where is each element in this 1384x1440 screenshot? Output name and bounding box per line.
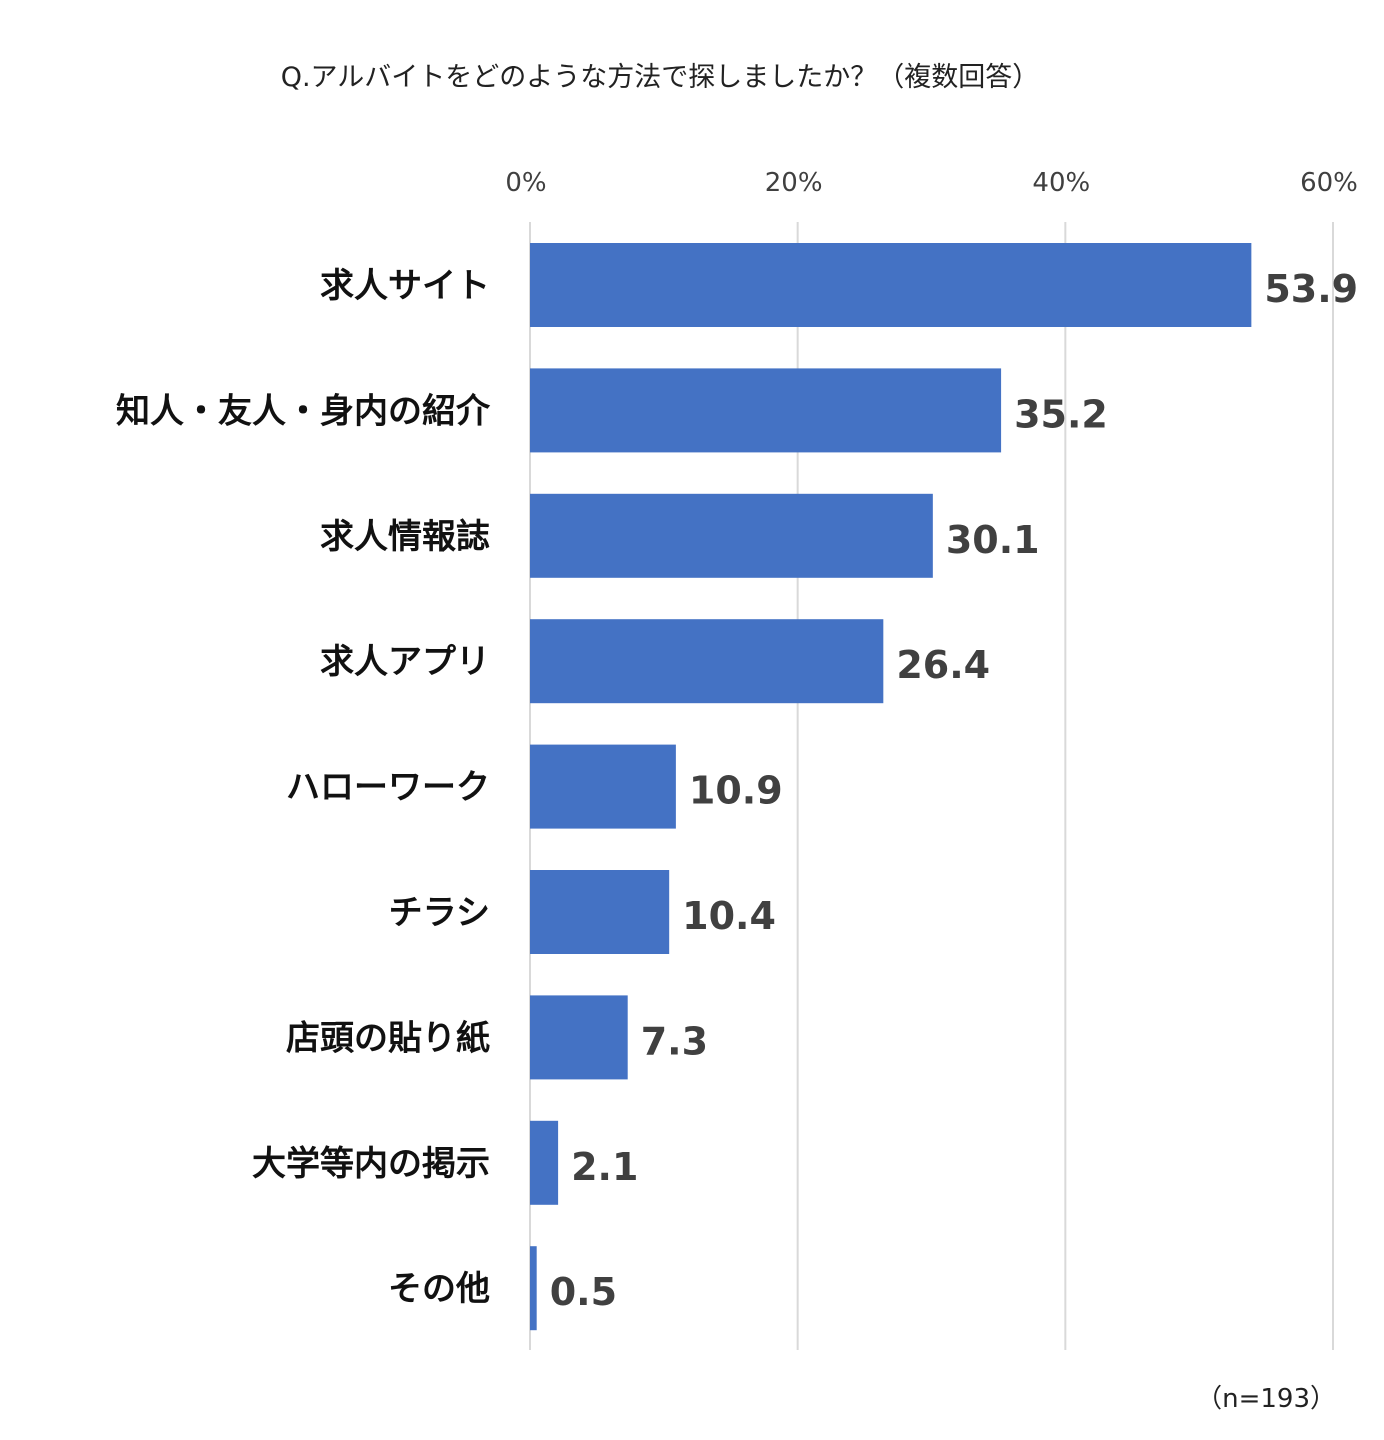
data-label: 10.4 (682, 894, 776, 938)
category-label: 大学等内の掲示 (252, 1144, 490, 1184)
bar (530, 493, 933, 578)
bar (530, 744, 676, 829)
category-label: 求人アプリ (320, 642, 490, 682)
category-label: 知人・友人・身内の紹介 (116, 391, 491, 431)
category-label: ハローワーク (286, 768, 490, 808)
bar (530, 243, 1252, 327)
data-label: 7.3 (641, 1019, 708, 1063)
x-tick-label: 0% (505, 168, 546, 198)
data-label: 0.5 (550, 1270, 617, 1314)
sample-size-note: （n=193） (1196, 1384, 1336, 1414)
data-label: 53.9 (1264, 267, 1358, 311)
category-label: その他 (388, 1269, 490, 1309)
bar (530, 870, 670, 954)
data-label: 26.4 (896, 643, 990, 687)
data-label: 10.9 (689, 769, 783, 813)
category-label: 求人情報誌 (320, 517, 490, 557)
category-labels: 求人サイト知人・友人・身内の紹介求人情報誌求人アプリハローワークチラシ店頭の貼り… (116, 266, 491, 1309)
bar (530, 1120, 559, 1205)
data-label: 2.1 (571, 1145, 638, 1189)
chart-title: Q.アルバイトをどのような方法で探しましたか？（複数回答） (281, 62, 1040, 93)
x-axis-tick-labels: 0% 20% 40% 60% (505, 168, 1358, 198)
data-label: 35.2 (1014, 392, 1108, 436)
bars (530, 243, 1252, 1331)
category-label: チラシ (389, 893, 490, 933)
bar (530, 368, 1002, 453)
bar (530, 995, 628, 1080)
x-tick-label: 60% (1300, 168, 1358, 198)
category-label: 求人サイト (320, 266, 490, 306)
data-labels: 53.9 35.2 30.1 26.4 10.9 10.4 7.3 2.1 0.5 (550, 267, 1358, 1314)
data-label: 30.1 (946, 518, 1040, 562)
x-tick-label: 20% (765, 168, 823, 198)
bar (530, 619, 884, 704)
bar (530, 1246, 537, 1331)
x-tick-label: 40% (1032, 168, 1090, 198)
category-label: 店頭の貼り紙 (286, 1018, 490, 1058)
